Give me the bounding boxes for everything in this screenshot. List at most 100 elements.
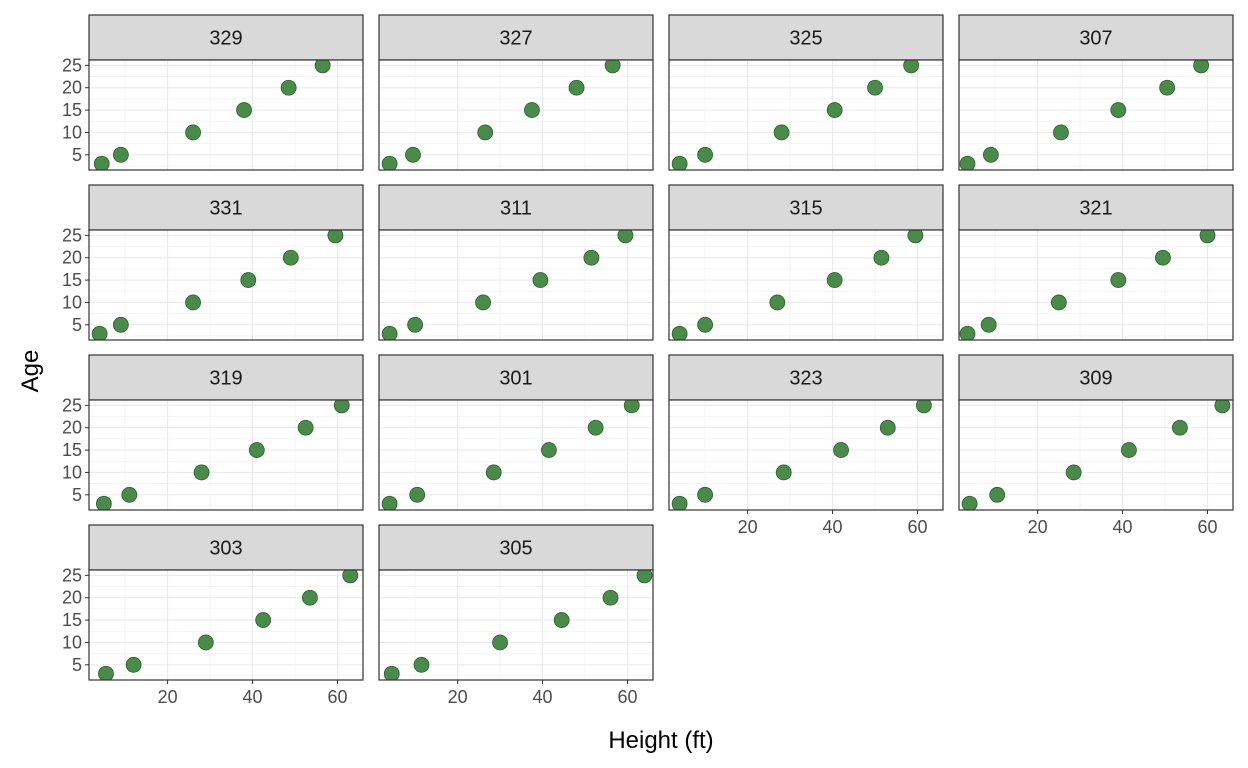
data-point [282, 249, 299, 266]
data-point [381, 325, 398, 340]
panel-border [378, 399, 654, 511]
y-tick-label: 15 [62, 270, 82, 290]
x-axis-title: Height (ft) [608, 727, 713, 754]
x-tick-label: 60 [617, 687, 637, 707]
facet-panel: 325 [668, 14, 944, 171]
data-point [961, 495, 978, 510]
data-point [568, 79, 585, 96]
data-point [93, 155, 110, 170]
facet-panel: 327 [378, 14, 654, 171]
facet-strip-label: 303 [209, 538, 242, 560]
data-point [604, 60, 621, 74]
data-point [826, 102, 843, 118]
data-point [327, 230, 344, 244]
data-point [826, 272, 843, 288]
data-point [602, 589, 619, 606]
data-point [671, 495, 688, 510]
plot-area [959, 230, 1233, 340]
facet-strip [88, 14, 364, 61]
data-point [671, 155, 688, 170]
x-tick-label: 40 [1113, 517, 1133, 537]
data-point [532, 272, 549, 288]
data-point [475, 294, 491, 311]
data-point [636, 570, 653, 584]
plot-background [379, 230, 653, 340]
facet-panel: 323 20 40 60 [668, 354, 944, 537]
data-point [587, 419, 604, 436]
data-point [492, 634, 508, 651]
facet-panel: 301 [378, 354, 654, 511]
facet-strip-label: 321 [1079, 198, 1112, 220]
data-point [1110, 272, 1127, 288]
facet-strip-label: 325 [789, 28, 822, 50]
x-tick-label: 40 [243, 687, 263, 707]
data-point [1214, 400, 1231, 414]
data-point [112, 316, 129, 333]
data-point [407, 316, 424, 333]
panel-border [378, 569, 654, 681]
data-point [1193, 60, 1210, 74]
panel-border [88, 569, 364, 681]
data-point [553, 612, 570, 628]
data-point [1065, 464, 1082, 481]
data-point [1121, 442, 1137, 458]
data-point [409, 486, 426, 503]
plot-area [959, 60, 1233, 170]
plot-background [379, 400, 653, 510]
y-tick-label: 5 [72, 485, 82, 505]
plot-background [959, 60, 1233, 170]
plot-area [89, 400, 363, 510]
plot-area [379, 230, 653, 340]
data-point [383, 665, 400, 680]
plot-area [379, 60, 653, 170]
data-point [236, 102, 252, 118]
y-tick-label: 10 [62, 292, 82, 312]
panel-border [88, 229, 364, 341]
plot-background [379, 60, 653, 170]
plot-background [959, 400, 1233, 510]
data-point [623, 400, 640, 414]
y-tick-label: 5 [72, 315, 82, 335]
plot-background [669, 60, 943, 170]
facet-strip [958, 14, 1234, 61]
data-point [342, 570, 359, 584]
panel-border [88, 399, 364, 511]
facet-panel: 307 [958, 14, 1234, 171]
facet-strip [88, 184, 364, 231]
facet-strip-label: 307 [1079, 28, 1112, 50]
panel-border [378, 59, 654, 171]
plot-area [669, 60, 943, 170]
data-point [873, 249, 890, 266]
data-point [1053, 124, 1069, 141]
panel-border [958, 59, 1234, 171]
facet-strip-label: 301 [499, 368, 532, 390]
data-point [773, 124, 790, 141]
data-point [1171, 419, 1188, 436]
y-tick-label: 5 [72, 145, 82, 165]
data-point [255, 612, 272, 628]
facet-strip [668, 184, 944, 231]
data-point [91, 325, 108, 340]
y-tick-label: 25 [62, 565, 82, 585]
data-point [982, 146, 999, 163]
data-point [959, 325, 976, 340]
data-point [381, 155, 398, 170]
x-tick-label: 40 [823, 517, 843, 537]
facet-strip [378, 354, 654, 401]
x-tick-label: 20 [738, 517, 758, 537]
y-tick-label: 25 [62, 55, 82, 75]
facet-panel: 321 [958, 184, 1234, 341]
data-point [333, 400, 350, 414]
data-point [541, 442, 557, 458]
panel-border [378, 229, 654, 341]
x-tick-label: 40 [533, 687, 553, 707]
data-point [485, 464, 502, 481]
facet-strip-label: 311 [500, 198, 532, 220]
facet-strip [378, 14, 654, 61]
data-point [697, 146, 714, 163]
data-point [867, 79, 883, 96]
data-point [405, 146, 421, 163]
y-tick-label: 15 [62, 610, 82, 630]
data-point [280, 79, 297, 96]
